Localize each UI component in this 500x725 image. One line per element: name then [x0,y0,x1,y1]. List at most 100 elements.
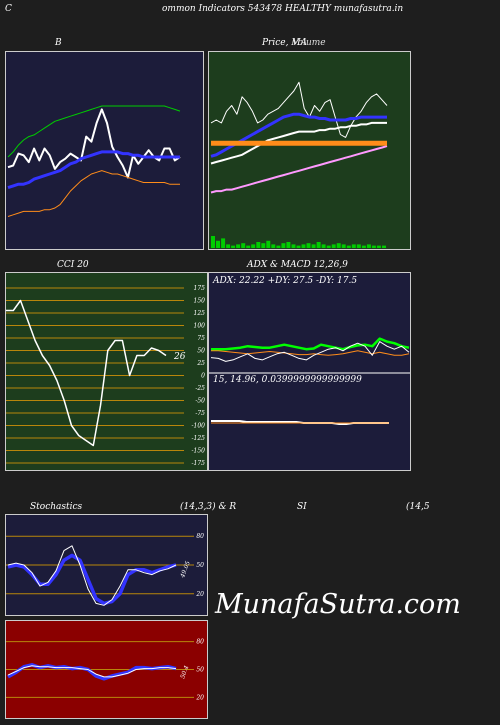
volume-bar-0 [211,236,215,248]
rsi-panel: 80 50 20 50.4 [5,620,208,719]
volume-bar-12 [271,244,276,248]
stochastics-params: (14,3,3) & R [180,502,237,512]
rsi-chart: 80 50 20 50.4 [6,621,207,718]
volume-bar-1 [216,240,220,248]
volume-bar-2 [221,238,226,248]
cci-tick-label-6: 25 [196,360,205,367]
cci-tick-label-3: 100 [194,323,206,330]
adx-series-2 [210,341,410,362]
stochastics-tick-label-0: 80 [196,533,204,540]
cci-tick-label-8: -25 [195,385,205,392]
rsi-series-1 [7,665,177,678]
price-ma-panel [208,51,411,250]
volume-bar-9 [256,242,261,248]
volume-bar-4 [231,245,236,248]
cci-current-label: 26 [173,352,186,362]
watermark: MunafaSutra.com [215,589,461,620]
volume-bar-17 [296,245,301,248]
adx-macd-chart [209,273,410,470]
volume-bar-24 [331,244,336,248]
volume-bar-3 [226,244,231,248]
adx-series-1 [211,350,410,356]
volume-bar-20 [311,244,316,248]
volume-bar-22 [321,244,326,248]
cci-tick-label-7: 0 [201,373,205,380]
volume-bar-23 [326,245,331,248]
volume-overlay-label: Volume [292,38,326,48]
cci-tick-label-5: 50 [197,348,205,355]
price-ma-series-3 [210,145,388,194]
volume-bar-29 [356,244,361,248]
rsi-tick-label-1: 50 [196,667,204,674]
adx-values-text: ADX: 22.22 +DY: 27.5 -DY: 17.5 [213,276,358,286]
rsi-title: SI [297,502,307,512]
volume-bar-32 [371,245,376,248]
cci-tick-label-12: -125 [192,435,206,442]
volume-bar-27 [346,245,351,248]
rsi-params: (14,5 [406,502,430,512]
bollinger-series-2 [7,150,180,190]
volume-bar-21 [316,242,321,248]
volume-bar-11 [266,240,271,248]
volume-bar-26 [341,244,346,248]
cci-background [6,273,207,470]
volume-bar-19 [306,243,311,248]
cci-tick-label-9: -50 [195,398,205,405]
volume-bar-34 [382,245,386,248]
volume-bar-28 [351,244,356,248]
volume-bar-16 [291,244,296,248]
page-title: ommon Indicators 543478 HEALTHY munafasu… [162,4,404,14]
rsi-tick-label-2: 20 [195,694,204,701]
adx-macd-panel [208,272,411,471]
macd-values-text: 15, 14.96, 0.0399999999999999 [213,375,362,385]
cci-title: CCI 20 [57,260,89,270]
stochastics-tick-label-1: 50 [196,562,204,569]
volume-bar-10 [261,243,266,248]
adx-macd-title: ADX & MACD 12,26,9 [247,260,348,270]
bollinger-title: B [55,38,62,48]
cci-panel: 175 150 125 100 75 50 25 0 -25 -50 -75 -100 -125 -150… [5,272,208,471]
cci-series [6,299,167,447]
price-ma-background [209,52,410,249]
cci-tick-label-10: -75 [195,410,205,417]
volume-bar-8 [251,244,256,248]
adx-macd-background [209,273,410,470]
rsi-current-label: 50.4 [179,665,190,680]
stochastics-tick-label-2: 20 [195,591,204,598]
volume-bar-6 [241,243,246,248]
price-ma-series-2 [210,121,387,165]
adx-series-0 [211,337,410,351]
stochastics-panel: 80 50 20 49.05 [5,514,208,616]
bollinger-series-3 [7,170,180,217]
volume-bar-33 [376,245,381,248]
rsi-tick-label-0: 80 [196,639,204,646]
bollinger-series-1 [7,108,181,179]
bollinger-series-0 [7,105,181,158]
price-ma-title: Price, MA [262,38,308,48]
volume-bar-25 [336,243,341,248]
volume-bar-5 [236,244,241,248]
price-ma-series-0 [210,81,388,138]
cci-chart: 175 150 125 100 75 50 25 0 -25 -50 -75 -100 -125 -150… [6,273,207,470]
volume-bar-13 [276,245,281,248]
cci-tick-label-0: 175 [194,285,206,292]
volume-bar-15 [286,242,291,248]
cci-tick-label-4: 75 [197,335,205,342]
cci-tick-label-2: 125 [194,310,206,317]
stochastics-title: Stochastics [30,502,83,512]
volume-bar-7 [246,245,251,248]
price-ma-chart [209,52,410,249]
stochastics-series-1 [7,545,177,606]
volume-bar-31 [366,244,371,248]
bollinger-chart [6,52,203,249]
cci-tick-label-14: -175 [192,460,206,467]
volume-bar-14 [281,243,286,248]
cci-tick-label-13: -150 [192,448,206,455]
volume-bar-18 [301,244,306,248]
cci-tick-label-11: -100 [192,423,206,430]
cci-tick-label-1: 150 [194,298,206,305]
bollinger-panel [5,51,204,250]
header-left-letter: C [5,4,12,14]
volume-bar-30 [361,245,366,248]
